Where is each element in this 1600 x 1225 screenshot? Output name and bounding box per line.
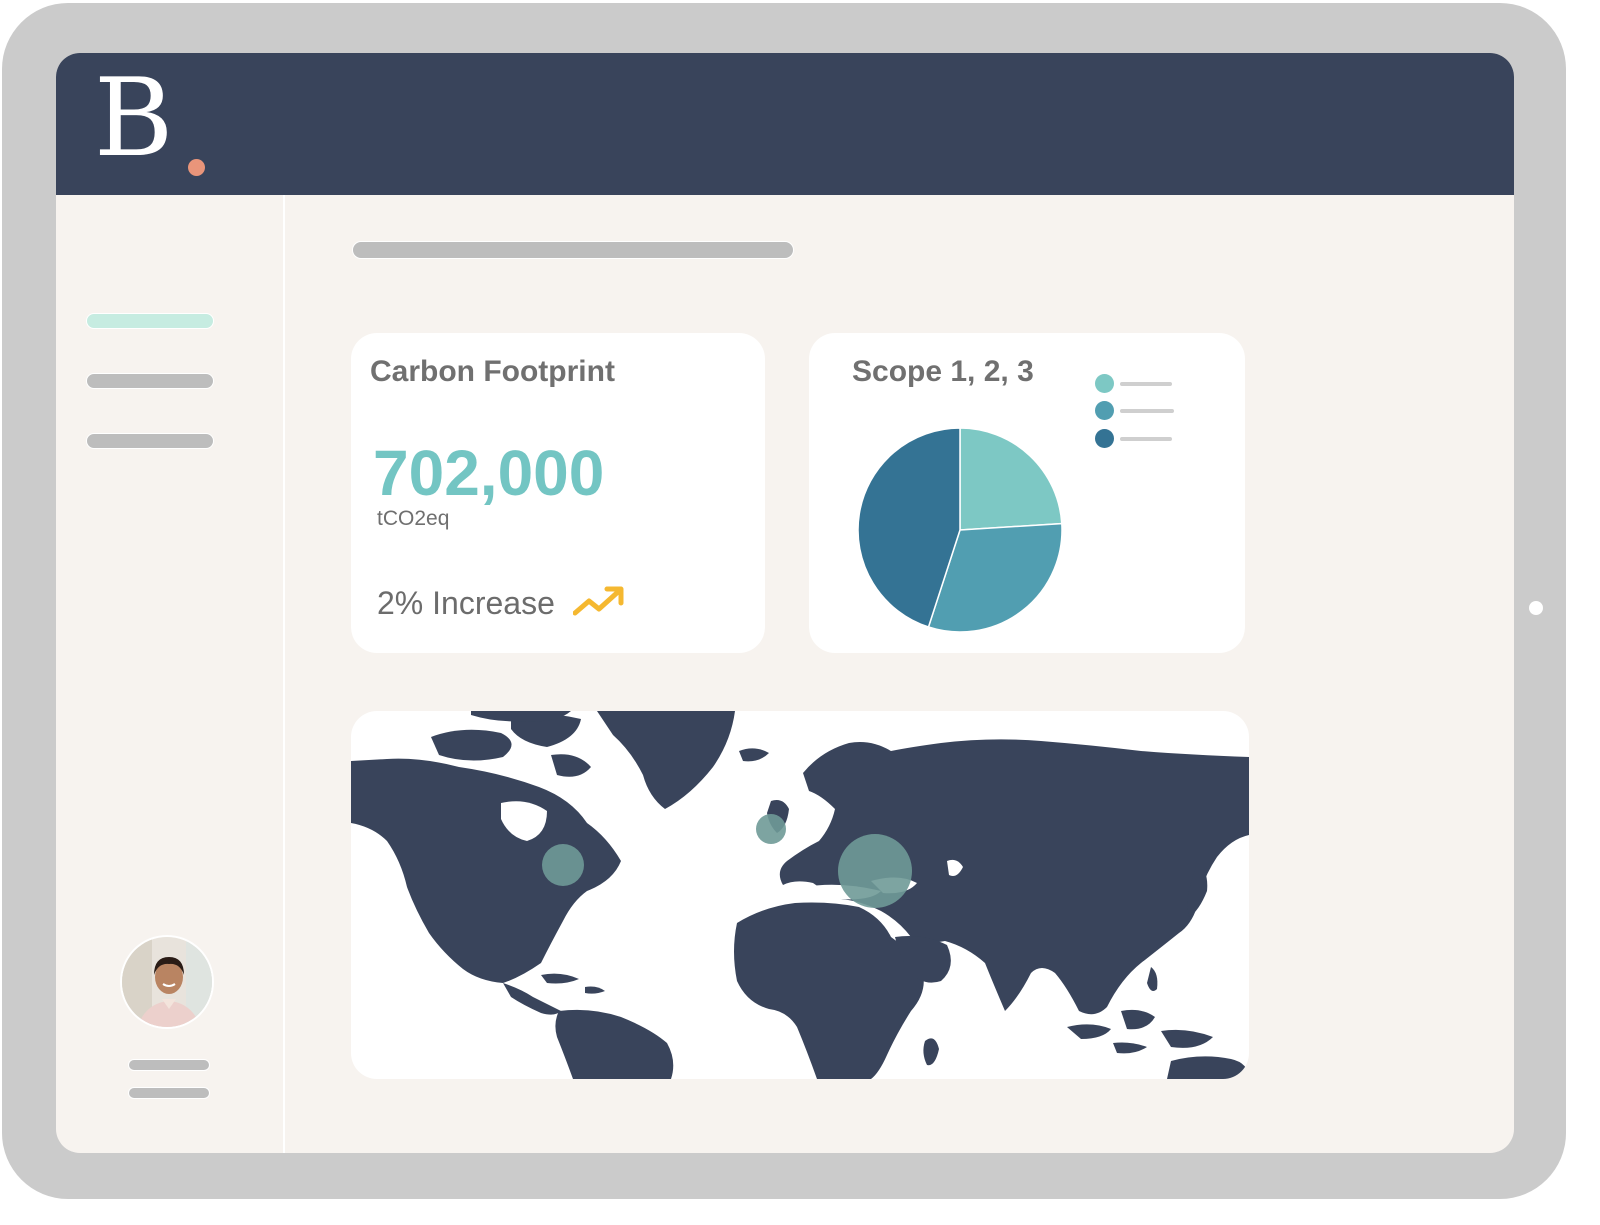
map-bubble-western-europe[interactable] — [756, 814, 786, 844]
legend-label-placeholder-2 — [1120, 409, 1174, 413]
world-map-land — [351, 711, 1249, 1079]
legend-dot-1 — [1095, 374, 1114, 393]
home-button[interactable] — [1529, 601, 1543, 615]
pie-slice-scope-2[interactable] — [927, 522, 1063, 633]
carbon-footprint-card[interactable]: Carbon Footprint 702,000 tCO2eq 2% Incre… — [351, 333, 765, 653]
user-avatar[interactable] — [120, 935, 214, 1029]
map-bubble-north-america[interactable] — [542, 844, 584, 886]
tablet-frame: B Carbon Footprint — [2, 3, 1566, 1199]
sidebar-item-1[interactable] — [86, 313, 214, 329]
sidebar-bottom-item-1[interactable] — [128, 1059, 210, 1071]
world-map[interactable] — [351, 711, 1249, 1079]
map-bubble-middle-east[interactable] — [838, 834, 912, 908]
carbon-value: 702,000 — [373, 437, 605, 509]
pie-slice-scope-1[interactable] — [959, 427, 1063, 531]
carbon-trend-text: 2% Increase — [377, 585, 555, 621]
legend-label-placeholder-3 — [1120, 437, 1172, 441]
app-screen: B Carbon Footprint — [56, 53, 1514, 1153]
scope-pie-chart[interactable] — [855, 425, 1065, 635]
sidebar-item-2[interactable] — [86, 373, 214, 389]
sidebar-bottom-item-2[interactable] — [128, 1087, 210, 1099]
avatar-icon — [122, 937, 212, 1027]
legend-item-scope-3[interactable] — [1095, 429, 1175, 449]
carbon-unit: tCO2eq — [377, 507, 450, 530]
top-header: B — [56, 53, 1514, 195]
pie-slice-scope-3[interactable] — [857, 427, 961, 628]
page-title-placeholder — [352, 241, 794, 259]
trending-up-icon — [573, 586, 624, 616]
carbon-card-title: Carbon Footprint — [370, 355, 615, 388]
map-bubbles — [542, 814, 912, 908]
brand-logo[interactable]: B — [94, 56, 173, 181]
world-map-card[interactable] — [351, 711, 1249, 1079]
legend-dot-2 — [1095, 401, 1114, 420]
sidebar-item-3[interactable] — [86, 433, 214, 449]
legend-item-scope-2[interactable] — [1095, 401, 1175, 421]
sidebar-divider — [283, 195, 285, 1153]
logo-accent-dot — [188, 159, 205, 176]
scope-card-title: Scope 1, 2, 3 — [852, 355, 1034, 388]
legend-label-placeholder-1 — [1120, 382, 1172, 386]
legend-item-scope-1[interactable] — [1095, 374, 1175, 394]
legend-dot-3 — [1095, 429, 1114, 448]
scope-card[interactable]: Scope 1, 2, 3 — [809, 333, 1245, 653]
